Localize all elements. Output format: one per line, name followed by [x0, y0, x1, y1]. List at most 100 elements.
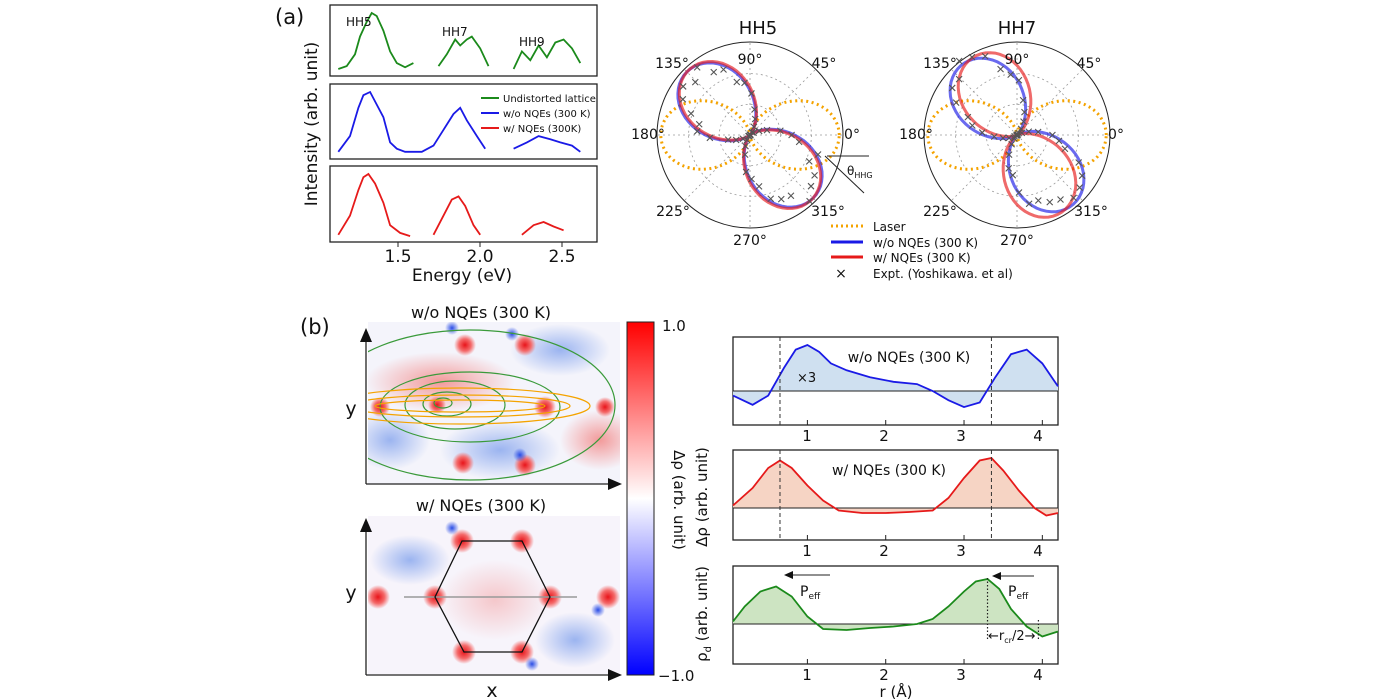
profile-xlabel: r (Å) — [880, 682, 913, 700]
polar-w-nqes-curve — [677, 59, 823, 211]
polar-expt-marker — [776, 127, 784, 135]
profile-bottom-xtick-3: 3 — [956, 666, 966, 684]
map-bottom-y-arrow-icon — [360, 518, 372, 532]
colorbar — [626, 321, 655, 676]
profile-mid-xtick-3: 3 — [956, 542, 966, 560]
polar-expt-marker — [1034, 128, 1042, 136]
spectrum-axes-3 — [329, 165, 598, 243]
polar-expt-marker — [1070, 194, 1078, 202]
polar-expt-marker — [733, 78, 741, 86]
polar-expt-marker — [742, 142, 749, 150]
polar-expt-marker — [687, 110, 695, 117]
legend-undistorted: Undistorted lattice — [503, 94, 596, 105]
polar-expt-marker — [1010, 134, 1018, 142]
polar-expt-marker — [807, 182, 815, 190]
polar-hh7-angle-90: 90° — [1005, 52, 1030, 68]
polar-expt-marker — [814, 151, 822, 158]
polar-expt-marker — [1009, 171, 1017, 179]
legend-expt: Expt. (Yoshikawa. et al) — [873, 267, 1013, 281]
polar-expt-marker — [1049, 131, 1056, 139]
polar-expt-marker — [777, 195, 785, 203]
legend-laser: Laser — [873, 220, 906, 234]
polar-spoke-45 — [1016, 68, 1084, 136]
polar-expt-marker — [999, 134, 1007, 142]
colorbar-max: 1.0 — [662, 317, 686, 335]
polar-laser-curve — [659, 99, 841, 171]
profile-area-1 — [733, 458, 1058, 516]
polar-hh5-angle-180: 180° — [631, 127, 665, 143]
polar-expt-marker — [968, 53, 976, 61]
map-bottom-x-label: x — [486, 680, 497, 700]
map-top-y-label: y — [345, 398, 356, 420]
profile-top-xtick-1: 1 — [802, 427, 812, 445]
legend-polar-w-nqes: w/ NQEs (300 K) — [873, 251, 971, 265]
panel-a-label: (a) — [275, 5, 304, 29]
polar-spoke-315 — [1016, 134, 1084, 202]
legend-swatch-expt-icon: × — [835, 266, 847, 282]
polar-expt-marker — [691, 78, 699, 86]
polar-hh7-angle-45: 45° — [1077, 56, 1102, 72]
polar-expt-marker — [755, 127, 763, 135]
spectrum-xtick-2-5: 2.5 — [548, 247, 575, 267]
polar-expt-marker — [1005, 165, 1013, 172]
polar-expt-marker — [1034, 197, 1042, 204]
polar-hh5-angle-45: 45° — [812, 56, 837, 72]
profile-top-xtick-3: 3 — [956, 427, 966, 445]
polar-expt-marker — [1021, 108, 1028, 116]
polar-expt-marker — [745, 132, 753, 140]
polar-hh5-angle-135: 135° — [655, 56, 689, 72]
profile-line-2 — [732, 578, 1059, 638]
spectrum-xlabel: Energy (eV) — [412, 266, 512, 286]
polar-expt-marker — [968, 122, 976, 129]
map-bottom-y-label: y — [345, 582, 356, 604]
profile-line-0 — [732, 344, 1059, 409]
density-maps: w/o NQEs (300 K) w/ NQEs (300 K) — [345, 303, 694, 700]
polar-expt-marker — [1017, 125, 1025, 133]
colorbar-label: Δρ (arb. unit) — [670, 450, 688, 550]
polar-expt-marker — [1061, 145, 1069, 153]
polar-hh7-angle-135: 135° — [923, 56, 957, 72]
polar-legend: Laser w/o NQEs (300 K) w/ NQEs (300 K) ×… — [831, 220, 1013, 282]
profile-bottom-xtick-2: 2 — [879, 666, 889, 684]
polar-expt-marker — [695, 120, 703, 128]
polar-expt-marker — [990, 133, 998, 140]
polar-expt-marker — [1007, 71, 1015, 79]
polar-expt-marker — [1055, 137, 1063, 145]
polar-expt-marker — [811, 171, 818, 179]
polar-hh7-title: HH7 — [998, 18, 1037, 39]
polar-hh7-angle-180: 180° — [899, 127, 933, 143]
colorbar-min: −1.0 — [658, 667, 694, 685]
polar-hh5: HH5 90° 45° 0° 315° 270° 225° 180° 135° … — [631, 18, 872, 249]
polar-hh5-title: HH5 — [739, 18, 778, 39]
polar-w-nqes-curve — [956, 51, 1078, 219]
polar-expt-marker — [679, 83, 687, 90]
profile-mid-title: w/ NQEs (300 K) — [832, 463, 946, 479]
panel-b-label: (b) — [300, 315, 330, 339]
profile-bottom-xtick-1: 1 — [802, 666, 812, 684]
polar-expt-marker — [739, 135, 747, 143]
spectrum-line-0 — [338, 11, 582, 70]
polar-expt-marker — [787, 192, 795, 200]
polar-expt-marker — [795, 138, 803, 146]
polar-expt-marker — [693, 63, 701, 71]
profile-mid-xtick-2: 2 — [879, 542, 889, 560]
polar-expt-marker — [1046, 198, 1054, 206]
profile-top-xtick-4: 4 — [1033, 427, 1043, 445]
polar-expt-marker — [788, 131, 795, 139]
peff-arrow-right-icon — [992, 572, 1001, 580]
polar-expt-marker — [805, 157, 813, 165]
polar-expt-marker — [751, 106, 758, 113]
polar-expt-marker — [751, 115, 759, 123]
polar-expt-marker — [767, 195, 775, 203]
polar-expt-marker — [1057, 196, 1064, 203]
map-top-x-arrow-icon — [608, 478, 622, 490]
profile-top-annotation: ×3 — [797, 371, 816, 386]
spectrum-axes-1 — [329, 4, 598, 77]
polar-outer-ring — [656, 41, 844, 229]
rcr-label: ←rcr/2→ — [988, 629, 1036, 645]
profile-curves — [732, 337, 1059, 664]
map-top — [368, 322, 620, 484]
polar-expt-marker — [997, 65, 1004, 73]
polar-expt-marker — [952, 99, 960, 107]
